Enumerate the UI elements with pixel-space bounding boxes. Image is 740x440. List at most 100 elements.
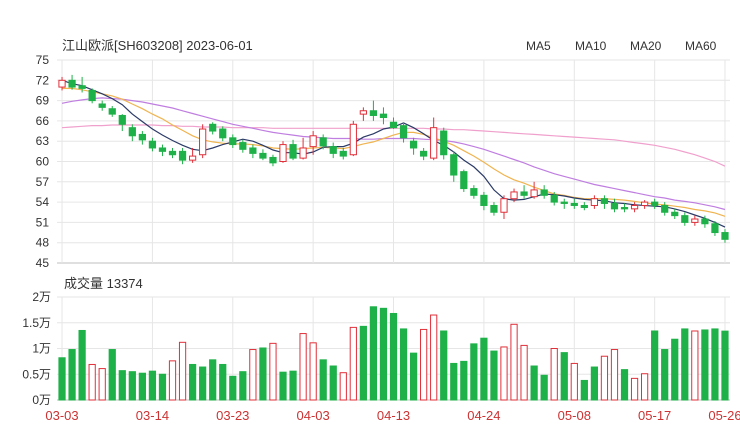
date-tick-label: 05-08 [558, 408, 591, 423]
volume-bar [661, 349, 669, 401]
volume-bar [168, 360, 177, 401]
volume-bar [711, 328, 719, 401]
candle [691, 215, 699, 226]
candle-body [590, 198, 599, 206]
candle-body [68, 79, 76, 88]
candle-body [88, 89, 96, 102]
volume-bar [389, 312, 398, 401]
candle [440, 127, 448, 160]
date-tick-label: 05-26 [708, 408, 740, 423]
volume-bar [701, 329, 709, 401]
price-tick-label: 72 [36, 73, 50, 87]
candle [269, 154, 277, 167]
candle-body [199, 128, 207, 156]
candle-body [309, 135, 317, 148]
candle [420, 147, 428, 161]
date-tick-label: 04-03 [297, 408, 330, 423]
candle-body [661, 204, 669, 213]
volume-bar [58, 357, 66, 401]
volume-bar [88, 363, 96, 401]
candle-body [600, 198, 609, 204]
volume-bar [349, 326, 357, 401]
candle [399, 122, 408, 143]
candle [480, 191, 488, 211]
price-tick-label: 66 [36, 114, 50, 128]
volume-bar [299, 333, 307, 401]
candle-body [671, 211, 679, 217]
volume-bar [580, 379, 588, 401]
candle-body [138, 133, 146, 141]
candle-body [369, 110, 378, 116]
candle [78, 76, 86, 93]
candle [349, 120, 357, 157]
candle [540, 185, 548, 199]
candle [721, 229, 729, 243]
volume-bar [138, 372, 146, 401]
candle [711, 221, 719, 236]
candle [510, 188, 518, 203]
candle [600, 195, 609, 209]
candle-body [389, 121, 398, 129]
candle [369, 100, 378, 121]
candle-body [550, 194, 558, 203]
candle-body [148, 140, 157, 149]
volume-bar [329, 365, 337, 401]
candle-body [540, 189, 548, 196]
legend-ma5: MA5 [526, 39, 551, 53]
candle [158, 144, 167, 157]
volume-bar [540, 374, 548, 401]
volume-bar [641, 373, 649, 401]
candle [590, 195, 599, 209]
candle [610, 198, 619, 213]
volume-bar [671, 338, 679, 401]
volume-bar [128, 371, 136, 401]
candle-body [118, 114, 126, 125]
volume-axis-labels: 2万 1.5万 1万 0.5万 0万 [22, 290, 51, 407]
price-tick-label: 48 [36, 236, 50, 250]
price-tick-label: 54 [36, 195, 50, 209]
candle [118, 114, 126, 132]
candle [299, 137, 307, 160]
volume-bar [259, 347, 267, 401]
candle-body [259, 152, 267, 159]
candle-body [570, 202, 578, 206]
candle-body [219, 128, 227, 139]
candle [450, 151, 458, 182]
candle [229, 134, 237, 148]
volume-tick-label: 1万 [32, 342, 51, 356]
candle-body [349, 123, 357, 156]
candle [500, 195, 508, 220]
candle [88, 88, 96, 104]
candle [58, 76, 66, 91]
legend-ma10: MA10 [575, 39, 607, 53]
candle [379, 107, 388, 125]
candle-body [58, 79, 66, 88]
legend-ma20: MA20 [630, 39, 662, 53]
candle-body [178, 150, 187, 161]
date-axis-labels: 03-03 03-14 03-23 04-03 04-13 04-24 05-08 05-17… [45, 408, 740, 423]
volume-bar [178, 341, 187, 401]
candle [279, 141, 287, 163]
date-tick-label: 04-13 [377, 408, 410, 423]
volume-bar [420, 328, 428, 401]
candle-body [510, 191, 518, 200]
candle-body [249, 147, 257, 154]
volume-bar [460, 360, 468, 401]
volume-bar [500, 346, 508, 401]
price-tick-label: 60 [36, 155, 50, 169]
date-tick-label: 03-14 [136, 408, 169, 423]
volume-bar [279, 371, 287, 401]
volume-bar [681, 328, 689, 401]
candle [259, 149, 267, 161]
candle-body [239, 142, 247, 150]
candle-body [500, 198, 508, 213]
candle-body [128, 127, 136, 137]
volume-bar [309, 342, 317, 401]
candle [329, 142, 337, 159]
volume-tick-label: 1.5万 [22, 316, 51, 330]
volume-bar [430, 314, 438, 401]
volume-bar [620, 369, 629, 401]
price-tick-label: 63 [36, 134, 50, 148]
candle-body [168, 150, 177, 156]
candle-body [610, 202, 619, 210]
